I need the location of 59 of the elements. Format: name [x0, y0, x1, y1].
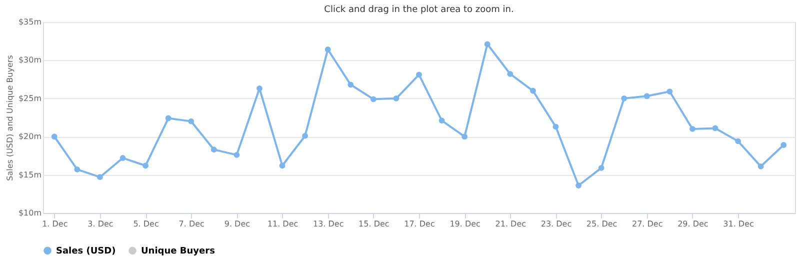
y-tick-label: $25m — [18, 94, 42, 103]
point — [51, 134, 58, 140]
point — [370, 96, 376, 102]
point — [302, 132, 308, 139]
point — [712, 125, 718, 132]
point — [210, 146, 217, 153]
x-tick-label: 17. Dec — [404, 220, 435, 228]
point — [735, 138, 741, 144]
point — [576, 182, 582, 188]
x-tick-label: 21. Dec — [495, 220, 526, 228]
point — [462, 134, 468, 140]
point — [74, 166, 80, 172]
x-tick-label: 3. Dec — [88, 220, 114, 228]
point — [552, 124, 559, 130]
y-tick-label: $35m — [18, 18, 42, 26]
point — [530, 88, 536, 94]
x-tick-label: 19. Dec — [450, 220, 480, 228]
y-tick-label: $20m — [18, 132, 42, 142]
point — [484, 41, 490, 48]
point — [97, 174, 103, 180]
x-tick-label: 29. Dec — [678, 220, 708, 228]
point — [507, 71, 514, 77]
point — [689, 126, 696, 132]
y-axis-title: Sales (USD) and Unique Buyers — [5, 55, 14, 181]
point — [188, 118, 194, 124]
chart-subtitle: Click and drag in the plot area to zoom in. — [324, 5, 514, 15]
y-tick-label: $15m — [18, 170, 42, 180]
y-tick-label: $30m — [18, 56, 42, 65]
x-tick-label: 25. Dec — [586, 220, 618, 228]
point — [165, 115, 172, 122]
y-tick-label: $10m — [18, 208, 42, 218]
legend-label: Sales (USD) — [56, 246, 116, 257]
point — [758, 163, 764, 170]
point — [393, 95, 400, 102]
x-tick-label: 1. Dec — [42, 220, 68, 228]
x-tick-label: 27. Dec — [632, 220, 663, 228]
point — [234, 152, 240, 158]
x-tick-label: 9. Dec — [224, 220, 250, 228]
legend-label: Unique Buyers — [141, 246, 215, 257]
point — [438, 118, 445, 124]
point — [142, 162, 149, 169]
x-tick-label: 7. Dec — [178, 220, 204, 228]
point — [780, 142, 787, 148]
x-tick-label: 31. Dec — [723, 220, 754, 228]
x-tick-label: 15. Dec — [358, 220, 390, 228]
point — [279, 162, 286, 169]
point — [120, 155, 126, 161]
x-tick-label: 5. Dec — [133, 220, 159, 228]
x-tick-label: 13. Dec — [312, 220, 344, 228]
point — [666, 88, 673, 94]
x-tick-label: 23. Dec — [540, 220, 572, 228]
x-tick-label: 11. Dec — [267, 220, 298, 228]
point — [416, 72, 422, 78]
point — [644, 93, 650, 100]
point — [598, 164, 604, 171]
point — [348, 82, 354, 88]
point — [324, 46, 331, 52]
point — [621, 95, 628, 102]
point — [256, 86, 262, 92]
